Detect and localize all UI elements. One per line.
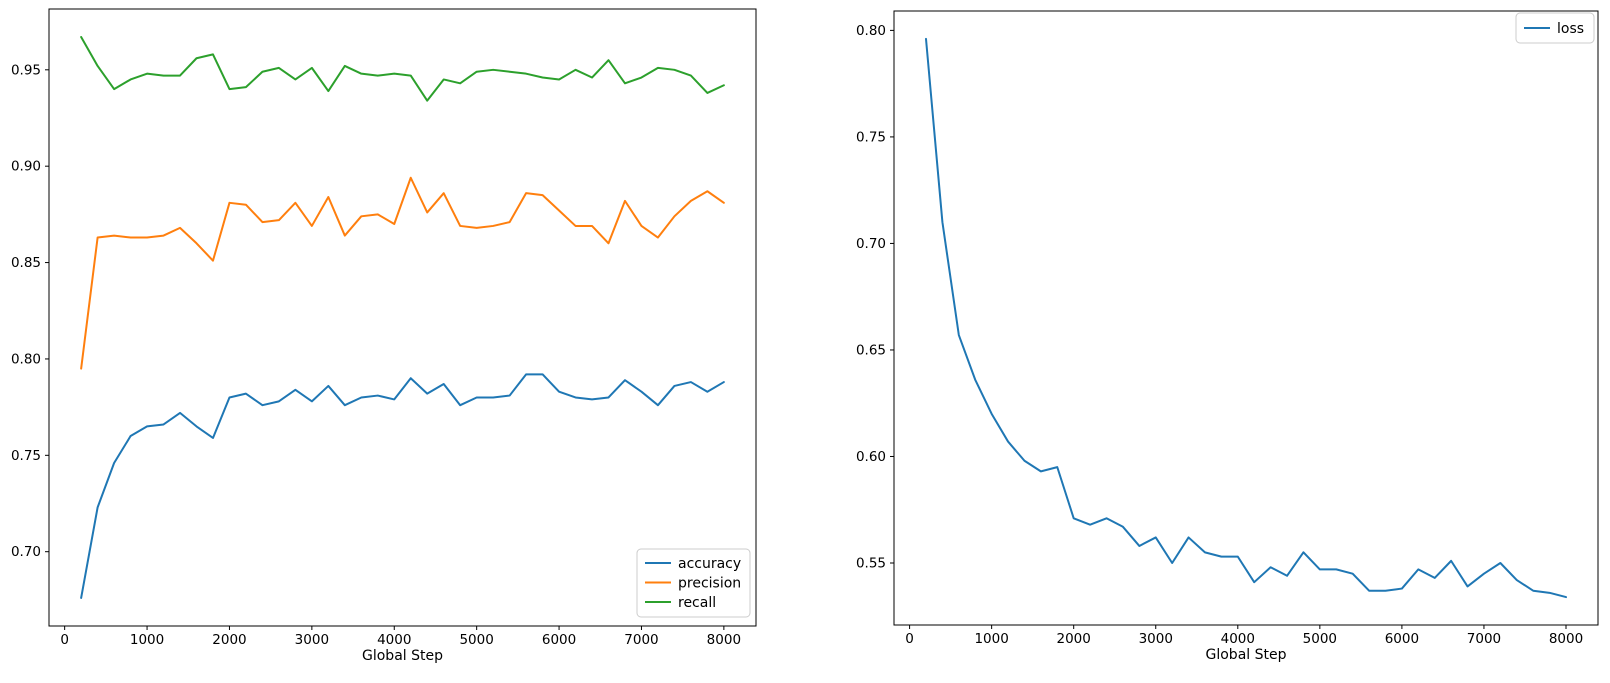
loss-line: [925, 37, 1567, 599]
y-tick-label: 0.75: [856, 129, 886, 145]
x-tick-label: 6000: [542, 632, 576, 648]
x-tick-label: 8000: [1549, 631, 1583, 647]
legend-label: precision: [678, 576, 741, 592]
accuracy-line: [80, 373, 725, 599]
y-tick-label: 0.95: [11, 62, 41, 78]
metrics-chart-svg: 0 1000 2000 3000 4000 5000 6000 7000 80000.700.7…: [11, 8, 757, 664]
x-tick-label: 4000: [1221, 631, 1255, 647]
precision-line: [80, 176, 725, 370]
y-tick-label: 0.80: [856, 23, 886, 39]
x-tick-label: 2000: [1057, 631, 1091, 647]
legend-label: recall: [678, 595, 716, 611]
loss-axes: 0 1000 2000 3000 4000 5000 6000 7000 8000 0.55 0.6…: [856, 10, 1599, 663]
x-tick-label: 6000: [1385, 631, 1419, 647]
y-tick-label: 0.70: [856, 236, 886, 252]
x-tick-label: 7000: [624, 632, 658, 648]
x-tick-label: 1000: [974, 631, 1008, 647]
x-tick-label: 0: [60, 632, 69, 648]
legend: loss: [1515, 12, 1595, 44]
x-tick-label: 4000: [377, 632, 411, 648]
y-tick-label: 0.80: [11, 351, 41, 367]
recall-line: [80, 36, 725, 102]
legend-entry-accuracy: accuracy: [645, 556, 741, 572]
x-tick-label: 3000: [1139, 631, 1173, 647]
x-tick-label: 1000: [130, 632, 164, 648]
x-tick-label: 0: [905, 631, 914, 647]
y-tick-label: 0.65: [856, 342, 886, 358]
legend-box: [1515, 12, 1595, 44]
legend-entry-loss: loss: [1524, 21, 1584, 37]
loss-chart-svg: 0 1000 2000 3000 4000 5000 6000 7000 8000 0.55 0.6…: [856, 10, 1599, 663]
y-tick-label: 0.60: [856, 449, 886, 465]
y-tick-label: 0.75: [11, 448, 41, 464]
legend-box: [636, 548, 751, 618]
legend: accuracy precision recall: [636, 548, 751, 618]
y-tick-label: 0.90: [11, 159, 41, 175]
legend-entry-precision: precision: [645, 576, 741, 592]
y-axis-ticks: 0.55 0.60 0.65 0.70 0.75 0.80: [856, 23, 894, 572]
x-tick-label: 7000: [1467, 631, 1501, 647]
x-tick-label: 5000: [1303, 631, 1337, 647]
y-axis-ticks: 0.70 0.75 0.80 0.85 0.90 0.95: [11, 62, 49, 560]
x-tick-label: 3000: [295, 632, 329, 648]
legend-label: loss: [1557, 21, 1584, 37]
x-axis-ticks: 0 1000 2000 3000 4000 5000 6000 7000 8000: [60, 626, 741, 648]
y-tick-label: 0.55: [856, 556, 886, 572]
metrics-subplot: 0 1000 2000 3000 4000 5000 6000 7000 8000 0.70 0.7…: [0, 0, 805, 679]
x-axis-ticks: 0 1000 2000 3000 4000 5000 6000 7000 8000: [905, 625, 1583, 647]
axes-spines: [893, 10, 1599, 626]
legend-entry-recall: recall: [645, 595, 716, 611]
x-tick-label: 5000: [459, 632, 493, 648]
x-tick-label: 2000: [212, 632, 246, 648]
y-tick-label: 0.85: [11, 255, 41, 271]
x-axis-label: Global Step: [1206, 647, 1287, 663]
x-tick-label: 8000: [707, 632, 741, 648]
loss-subplot: 0 1000 2000 3000 4000 5000 6000 7000 8000 0.55 0.6…: [805, 0, 1610, 679]
metrics-axes: 0 1000 2000 3000 4000 5000 6000 7000 80000.700.7…: [11, 8, 757, 664]
y-tick-label: 0.70: [11, 544, 41, 560]
x-axis-label: Global Step: [362, 648, 443, 664]
axes-spines: [48, 8, 757, 627]
legend-label: accuracy: [678, 556, 741, 572]
